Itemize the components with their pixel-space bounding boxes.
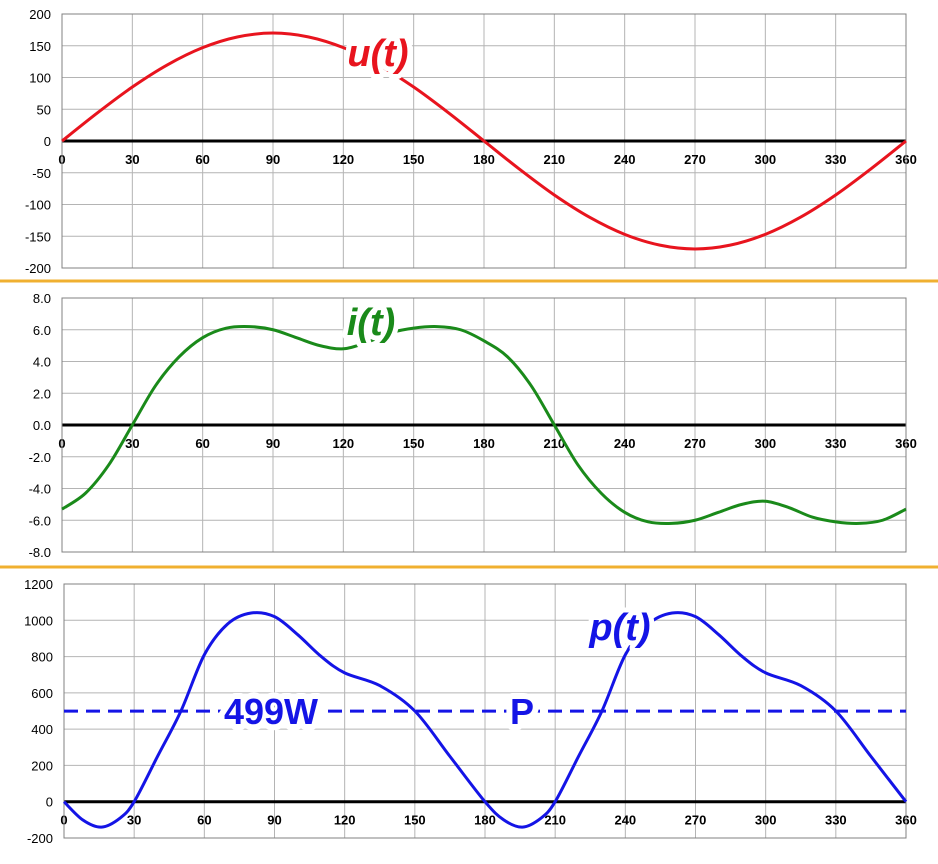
x-tick-label: 60	[195, 436, 209, 451]
x-tick-label: 150	[404, 813, 426, 828]
x-tick-label: 60	[195, 152, 209, 167]
x-tick-label: 150	[403, 436, 425, 451]
x-tick-label: 90	[266, 436, 280, 451]
x-tick-label: 30	[127, 813, 141, 828]
x-tick-label: 180	[473, 436, 495, 451]
x-tick-label: 60	[197, 813, 211, 828]
y-tick-label: 150	[29, 39, 51, 54]
curve-label: i(t)	[347, 302, 396, 344]
x-tick-label: 300	[754, 152, 776, 167]
y-tick-label: -100	[25, 198, 51, 213]
chart-panel-3: 0 30 60 90 120 150 180 210 240 270 300 330 360120010…	[24, 577, 917, 846]
y-tick-label: 0	[46, 795, 53, 810]
x-tick-label: 150	[403, 152, 425, 167]
x-tick-label: 120	[332, 436, 354, 451]
x-tick-label: 210	[543, 436, 565, 451]
y-tick-label: -50	[32, 166, 51, 181]
y-tick-label: 2.0	[33, 386, 51, 401]
y-tick-label: -150	[25, 229, 51, 244]
curve-label: p(t)	[588, 607, 650, 649]
y-tick-label: 0	[44, 134, 51, 149]
series-line	[61, 31, 907, 251]
curve-label: u(t)	[347, 33, 408, 75]
y-tick-label: 4.0	[33, 355, 51, 370]
x-tick-label: 300	[754, 436, 776, 451]
chart-panel-2: 0 30 60 90 120 150 180 210 240 270 300 330 3608.06.0…	[29, 291, 917, 560]
chart-panels: 0 30 60 90 120 150 180 210 240 270 300 330 360200150…	[24, 7, 917, 846]
x-tick-label: 270	[684, 152, 706, 167]
y-tick-label: 800	[31, 650, 53, 665]
y-tick-label: -200	[25, 261, 51, 276]
x-tick-label: 300	[755, 813, 777, 828]
x-tick-label: 30	[125, 152, 139, 167]
x-tick-label: 270	[685, 813, 707, 828]
average-power-symbol: P	[510, 691, 534, 732]
y-tick-label: 6.0	[33, 323, 51, 338]
y-tick-label: 1000	[24, 613, 53, 628]
y-tick-label: 400	[31, 722, 53, 737]
y-tick-label: 50	[37, 102, 51, 117]
x-tick-label: 330	[825, 152, 847, 167]
y-tick-label: -4.0	[29, 482, 51, 497]
x-tick-label: 240	[614, 152, 636, 167]
x-tick-label: 90	[267, 813, 281, 828]
y-tick-label: 200	[31, 758, 53, 773]
x-tick-label: 90	[266, 152, 280, 167]
y-tick-label: 600	[31, 686, 53, 701]
x-tick-label: 330	[825, 813, 847, 828]
y-tick-label: -8.0	[29, 545, 51, 560]
plot-frame	[61, 297, 907, 553]
chart-panel-1: 0 30 60 90 120 150 180 210 240 270 300 330 360200150…	[25, 7, 917, 276]
y-tick-label: -200	[27, 831, 53, 846]
x-tick-label: 180	[474, 813, 496, 828]
x-tick-label: 210	[543, 152, 565, 167]
average-power-value: 499W	[224, 691, 318, 732]
y-tick-label: -2.0	[29, 450, 51, 465]
x-tick-label: 210	[544, 813, 566, 828]
x-tick-label: 30	[125, 436, 139, 451]
x-tick-label: 240	[614, 436, 636, 451]
x-tick-label: 270	[684, 436, 706, 451]
x-tick-label: 120	[332, 152, 354, 167]
series-line	[62, 611, 908, 829]
x-tick-label: 330	[825, 436, 847, 451]
y-tick-label: 1200	[24, 577, 53, 592]
y-tick-label: 0.0	[33, 418, 51, 433]
x-tick-label: 180	[473, 152, 495, 167]
x-tick-label: 240	[614, 813, 636, 828]
y-tick-label: 8.0	[33, 291, 51, 306]
x-tick-label: 120	[334, 813, 356, 828]
y-tick-label: -6.0	[29, 513, 51, 528]
y-tick-label: 200	[29, 7, 51, 22]
y-tick-label: 100	[29, 71, 51, 86]
series-line	[61, 324, 907, 526]
